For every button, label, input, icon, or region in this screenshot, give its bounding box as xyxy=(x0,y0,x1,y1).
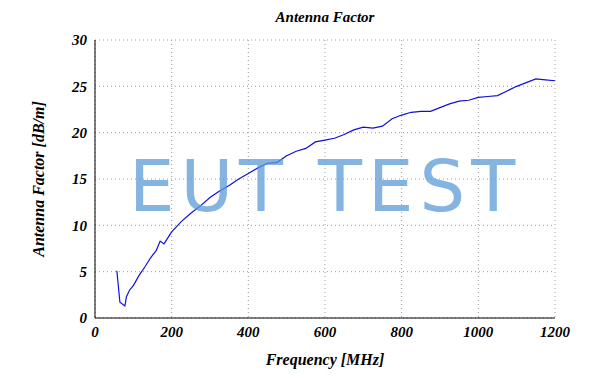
svg-text:0: 0 xyxy=(80,310,88,326)
svg-text:200: 200 xyxy=(159,324,183,340)
svg-text:10: 10 xyxy=(72,218,88,234)
svg-text:1200: 1200 xyxy=(540,324,571,340)
svg-text:600: 600 xyxy=(314,324,337,340)
svg-text:0: 0 xyxy=(91,324,99,340)
svg-text:15: 15 xyxy=(72,171,88,187)
svg-text:5: 5 xyxy=(80,264,88,280)
html-text:EUT TEST: EUT TEST xyxy=(128,144,522,228)
svg-text:30: 30 xyxy=(71,32,88,48)
svg-text:Frequency [MHz]: Frequency [MHz] xyxy=(265,351,385,369)
svg-text:Antenna Factor [dB/m]: Antenna Factor [dB/m] xyxy=(30,101,47,258)
svg-text:800: 800 xyxy=(390,324,413,340)
svg-text:25: 25 xyxy=(71,79,88,95)
svg-text:1000: 1000 xyxy=(463,324,494,340)
html-text:Antenna Factor: Antenna Factor xyxy=(275,9,375,25)
svg-text:20: 20 xyxy=(71,125,88,141)
svg-text:400: 400 xyxy=(236,324,260,340)
